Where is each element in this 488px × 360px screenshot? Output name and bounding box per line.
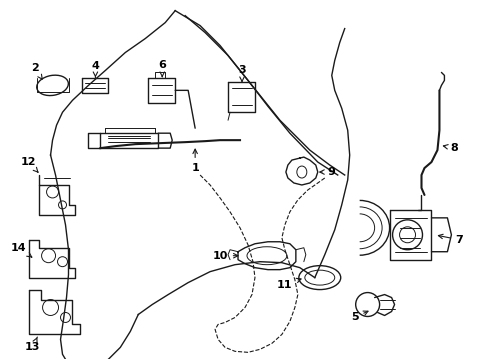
Text: 4: 4: [91, 62, 99, 77]
Text: 8: 8: [443, 143, 457, 153]
Text: 7: 7: [438, 234, 462, 245]
Text: 14: 14: [11, 243, 32, 257]
Text: 5: 5: [350, 311, 367, 323]
Text: 13: 13: [25, 337, 40, 352]
Text: 6: 6: [158, 60, 166, 77]
Text: 3: 3: [238, 66, 245, 81]
Text: 9: 9: [319, 167, 335, 177]
Text: 11: 11: [277, 278, 301, 289]
Text: 10: 10: [212, 251, 238, 261]
Text: 12: 12: [21, 157, 38, 172]
Text: 1: 1: [191, 149, 199, 173]
Text: 2: 2: [31, 63, 42, 79]
